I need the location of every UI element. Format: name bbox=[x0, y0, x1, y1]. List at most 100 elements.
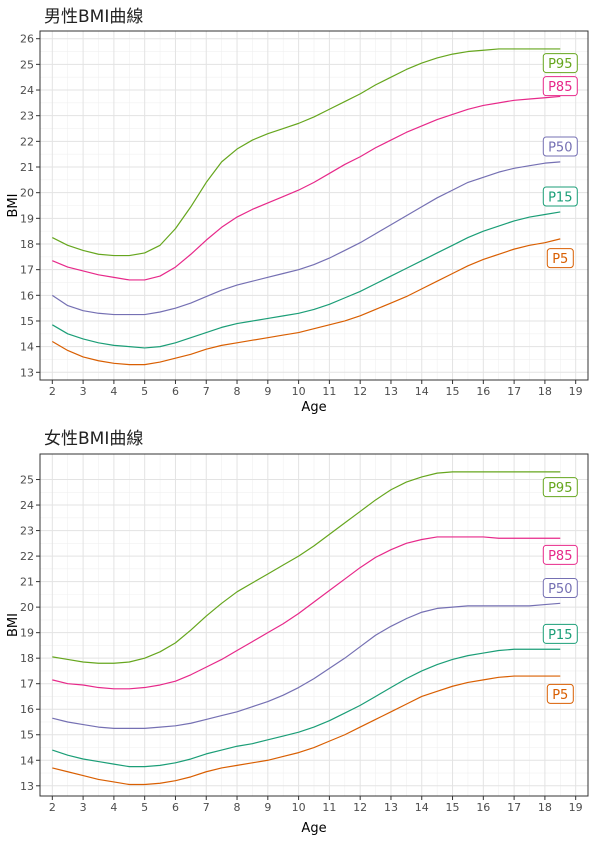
y-tick-label: 13 bbox=[20, 780, 34, 793]
series-label-p95: P95 bbox=[548, 57, 572, 72]
label-box-p50 bbox=[542, 577, 578, 598]
x-tick-label: 6 bbox=[172, 801, 179, 814]
x-axis-label: Age bbox=[301, 400, 326, 415]
series-line-p5 bbox=[52, 675, 561, 786]
x-tick-label: 9 bbox=[264, 801, 271, 814]
x-tick-label: 2 bbox=[49, 801, 56, 814]
y-tick-label: 24 bbox=[20, 84, 34, 97]
label-box-p5 bbox=[546, 683, 574, 704]
label-box-p95 bbox=[542, 53, 578, 74]
series-label-p50: P50 bbox=[548, 582, 572, 597]
x-tick-label: 19 bbox=[569, 385, 583, 398]
series-label-p95: P95 bbox=[548, 481, 572, 496]
series-label-p85: P85 bbox=[548, 80, 572, 95]
x-tick-label: 17 bbox=[507, 385, 521, 398]
x-tick-label: 14 bbox=[415, 801, 429, 814]
label-box-p95 bbox=[542, 477, 578, 498]
x-tick-label: 3 bbox=[80, 385, 87, 398]
y-tick-label: 17 bbox=[20, 264, 34, 277]
y-tick-label: 22 bbox=[20, 550, 34, 563]
y-tick-label: 17 bbox=[20, 678, 34, 691]
y-tick-label: 15 bbox=[20, 315, 34, 328]
x-tick-label: 13 bbox=[384, 801, 398, 814]
series-line-p85 bbox=[52, 95, 561, 281]
y-tick-label: 25 bbox=[20, 58, 34, 71]
x-tick-label: 7 bbox=[203, 385, 210, 398]
series-line-p85 bbox=[52, 536, 561, 690]
chart-title: 男性BMI曲線 bbox=[44, 7, 143, 27]
y-tick-label: 16 bbox=[20, 289, 34, 302]
x-tick-label: 14 bbox=[415, 385, 429, 398]
y-tick-label: 14 bbox=[20, 754, 34, 767]
x-tick-label: 4 bbox=[110, 801, 117, 814]
series-line-p15 bbox=[52, 648, 561, 768]
series-line-p50 bbox=[52, 602, 561, 729]
x-tick-label: 15 bbox=[446, 385, 460, 398]
x-tick-label: 11 bbox=[322, 385, 336, 398]
y-tick-label: 20 bbox=[20, 187, 34, 200]
y-tick-label: 22 bbox=[20, 135, 34, 148]
y-tick-label: 19 bbox=[20, 212, 34, 225]
x-tick-label: 19 bbox=[569, 801, 583, 814]
gridlines bbox=[40, 31, 588, 380]
y-tick-label: 26 bbox=[20, 33, 34, 46]
x-tick-label: 3 bbox=[80, 801, 87, 814]
y-tick-label: 15 bbox=[20, 729, 34, 742]
y-tick-label: 18 bbox=[20, 652, 34, 665]
label-box-p85 bbox=[542, 76, 578, 97]
x-tick-label: 18 bbox=[538, 801, 552, 814]
series-label-p85: P85 bbox=[548, 549, 572, 564]
y-tick-label: 19 bbox=[20, 627, 34, 640]
x-tick-label: 7 bbox=[203, 801, 210, 814]
x-tick-label: 18 bbox=[538, 385, 552, 398]
series-label-p5: P5 bbox=[552, 252, 568, 267]
x-tick-label: 8 bbox=[234, 801, 241, 814]
label-box-p85 bbox=[542, 544, 578, 565]
label-box-p15 bbox=[542, 186, 578, 207]
series-line-p5 bbox=[52, 238, 561, 366]
x-tick-label: 16 bbox=[476, 385, 490, 398]
panel-border bbox=[39, 30, 589, 381]
x-tick-label: 17 bbox=[507, 801, 521, 814]
series-label-p50: P50 bbox=[548, 140, 572, 155]
x-tick-label: 12 bbox=[353, 385, 367, 398]
chart-panel-1: 2 3 4 5 6 7 8 9 10 11 12 13 14 15 16 17 18 19131415161718… bbox=[6, 7, 589, 415]
label-box-p15 bbox=[542, 623, 578, 644]
x-tick-label: 11 bbox=[322, 801, 336, 814]
x-tick-label: 10 bbox=[292, 385, 306, 398]
y-axis-label: BMI bbox=[6, 194, 21, 218]
y-tick-label: 24 bbox=[20, 499, 34, 512]
panel-border bbox=[39, 453, 589, 797]
x-tick-label: 16 bbox=[476, 801, 490, 814]
chart-title: 女性BMI曲線 bbox=[44, 429, 143, 449]
series-line-p50 bbox=[51, 161, 561, 316]
series-line-p95 bbox=[52, 48, 561, 257]
y-tick-label: 25 bbox=[20, 474, 34, 487]
x-tick-label: 13 bbox=[384, 385, 398, 398]
y-tick-label: 23 bbox=[20, 110, 34, 123]
y-tick-label: 20 bbox=[20, 601, 34, 614]
label-box-p50 bbox=[542, 136, 578, 157]
chart-panel-2: 2 3 4 5 6 7 8 9 10 11 12 13 14 15 16 17 18 19131415161718… bbox=[6, 429, 589, 836]
y-tick-label: 16 bbox=[20, 703, 34, 716]
x-tick-label: 2 bbox=[49, 385, 56, 398]
series-line-p15 bbox=[52, 211, 561, 349]
y-tick-label: 13 bbox=[20, 366, 34, 379]
y-tick-label: 21 bbox=[20, 576, 34, 589]
x-tick-label: 6 bbox=[172, 385, 179, 398]
x-tick-label: 5 bbox=[141, 385, 148, 398]
y-tick-label: 14 bbox=[20, 341, 34, 354]
x-tick-label: 4 bbox=[110, 385, 117, 398]
y-tick-label: 18 bbox=[20, 238, 34, 251]
series-label-p5: P5 bbox=[552, 688, 568, 703]
x-tick-label: 9 bbox=[264, 385, 271, 398]
x-tick-label: 8 bbox=[234, 385, 241, 398]
series-label-p15: P15 bbox=[548, 191, 572, 206]
x-tick-label: 10 bbox=[292, 801, 306, 814]
series-line-p95 bbox=[52, 471, 561, 664]
x-tick-label: 12 bbox=[353, 801, 367, 814]
series-label-p15: P15 bbox=[548, 628, 572, 643]
x-tick-label: 15 bbox=[446, 801, 460, 814]
y-axis-label: BMI bbox=[6, 613, 21, 637]
